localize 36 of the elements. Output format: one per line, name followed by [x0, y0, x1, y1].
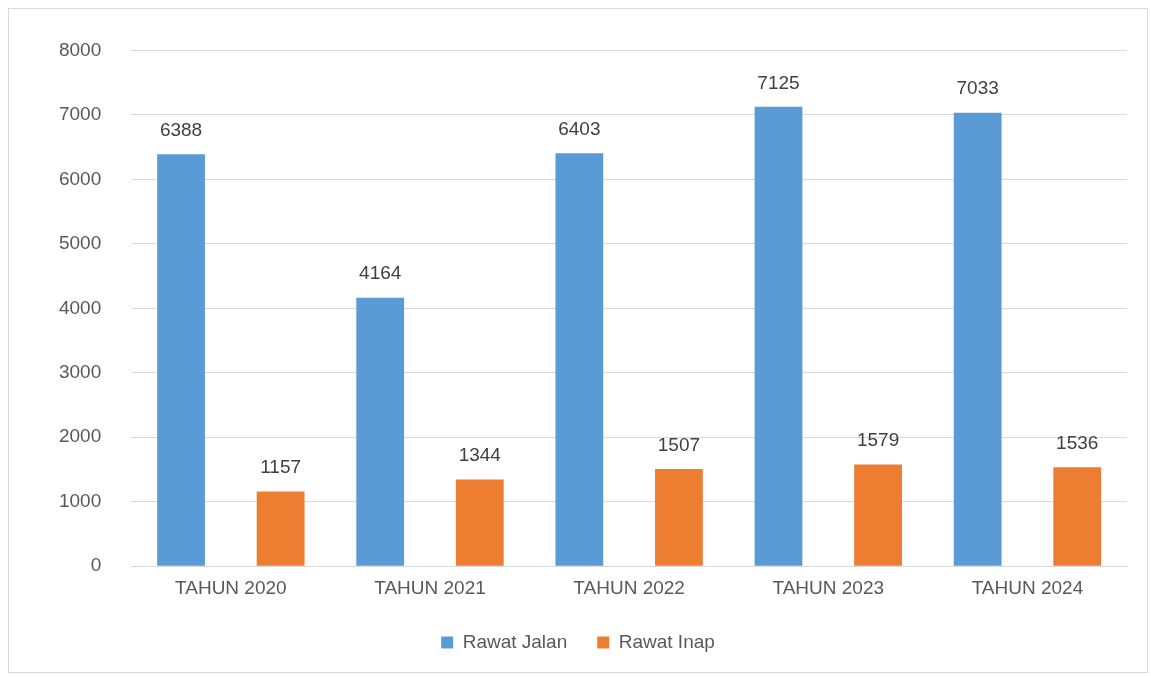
y-tick-label: 7000 [58, 103, 102, 125]
y-tick-label: 0 [90, 554, 102, 576]
y-tick-label: 1000 [58, 489, 102, 511]
bar [555, 153, 604, 566]
y-tick-label: 3000 [58, 361, 102, 383]
y-tick-label: 5000 [58, 232, 102, 254]
bar [356, 297, 405, 566]
data-label: 6388 [159, 119, 203, 141]
bar [953, 112, 1002, 566]
x-tick-label: TAHUN 2020 [175, 576, 287, 598]
y-tick-label: 6000 [58, 167, 102, 189]
x-tick-label: TAHUN 2023 [772, 576, 885, 598]
bar [655, 469, 703, 566]
data-label: 1536 [1056, 431, 1099, 453]
y-tick-label: 2000 [58, 425, 102, 447]
bar [455, 479, 504, 566]
data-label: 7033 [956, 77, 999, 99]
x-tick-label: TAHUN 2024 [971, 576, 1084, 598]
data-label: 1579 [856, 429, 900, 451]
x-tick-label: TAHUN 2022 [573, 576, 685, 598]
bar [256, 491, 305, 566]
data-label: 1507 [657, 433, 701, 455]
data-label: 1344 [458, 444, 502, 466]
bar [854, 464, 902, 566]
bar [754, 106, 803, 566]
data-label: 1157 [260, 456, 302, 478]
data-label: 6403 [558, 118, 601, 140]
bar [1053, 467, 1102, 566]
y-tick-label: 8000 [58, 38, 102, 60]
legend-label: Rawat Inap [618, 630, 715, 652]
data-label: 7125 [757, 71, 800, 93]
bar [157, 154, 205, 566]
legend-label: Rawat Jalan [462, 630, 568, 652]
data-label: 4164 [359, 262, 402, 284]
y-tick-label: 4000 [58, 296, 102, 318]
x-tick-label: TAHUN 2021 [374, 576, 486, 598]
